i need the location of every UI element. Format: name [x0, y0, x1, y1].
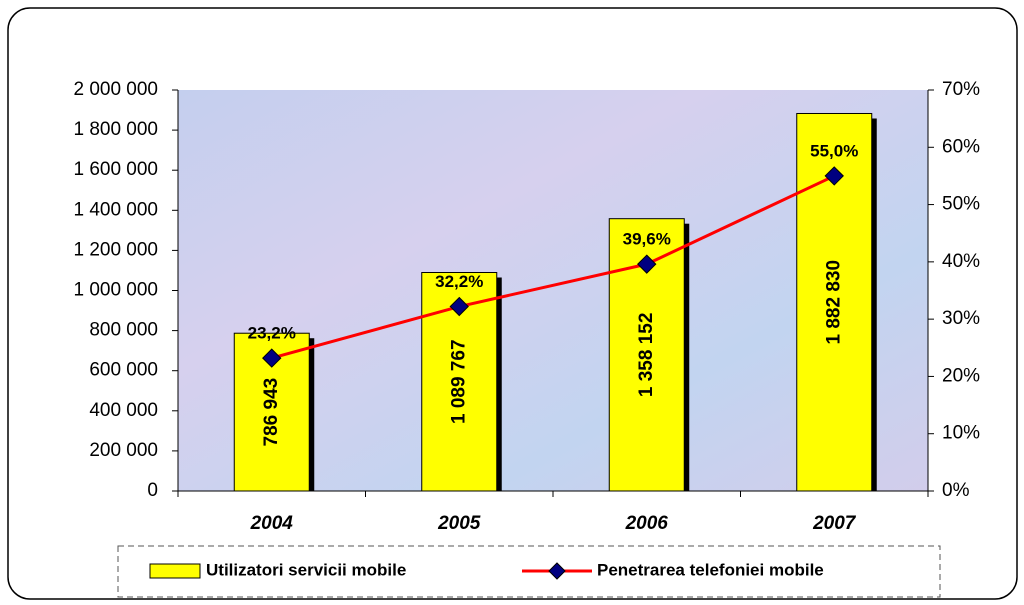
- y2-tick-label: 50%: [942, 194, 980, 215]
- line-marker: [262, 348, 282, 368]
- bar-value-label: 1 358 152: [636, 313, 657, 398]
- y2-tick-label: 60%: [942, 136, 980, 157]
- y-tick-label: 1 200 000: [73, 239, 158, 260]
- y-tick-label: 200 000: [89, 440, 158, 461]
- y-tick-label: 1 600 000: [73, 159, 158, 180]
- line-marker: [449, 296, 469, 317]
- legend-label: Penetrarea telefoniei mobile: [597, 560, 824, 579]
- bar-value-label: 1 882 830: [823, 260, 844, 345]
- x-tick-label: 2004: [250, 513, 294, 534]
- y-tick-label: 1 400 000: [73, 199, 158, 220]
- line-value-label: 39,6%: [623, 230, 671, 249]
- y-tick-label: 0: [147, 480, 158, 501]
- line-value-label: 32,2%: [435, 272, 483, 291]
- line: [271, 174, 835, 360]
- bar-value-label: 786 943: [261, 378, 282, 447]
- y-tick-label: 400 000: [89, 400, 158, 421]
- line-value-label: 23,2%: [248, 324, 296, 343]
- y2-tick-label: 20%: [942, 365, 980, 386]
- x-tick-label: 2005: [437, 513, 481, 534]
- y-tick-label: 800 000: [89, 320, 158, 341]
- y-tick-label: 1 800 000: [73, 119, 158, 140]
- x-tick-label: 2007: [812, 513, 857, 534]
- y2-tick-label: 70%: [942, 79, 980, 100]
- y2-tick-label: 0%: [942, 480, 970, 501]
- bar-value-label: 1 089 767: [448, 339, 469, 424]
- line-marker: [824, 166, 844, 186]
- line-marker: [637, 254, 657, 274]
- legend-swatch: [149, 563, 201, 579]
- y2-tick-label: 10%: [942, 423, 980, 444]
- x-tick-label: 2006: [625, 513, 669, 534]
- legend-box: [117, 545, 941, 598]
- legend-marker: [548, 562, 566, 580]
- legend-label: Utilizatori servicii mobile: [206, 560, 406, 579]
- y-tick-label: 1 000 000: [73, 280, 158, 301]
- line-value-label: 55,0%: [810, 141, 858, 160]
- y-tick-label: 600 000: [89, 360, 158, 381]
- y-tick-label: 2 000 000: [73, 79, 158, 100]
- y2-tick-label: 30%: [942, 308, 980, 329]
- y2-tick-label: 40%: [942, 251, 980, 272]
